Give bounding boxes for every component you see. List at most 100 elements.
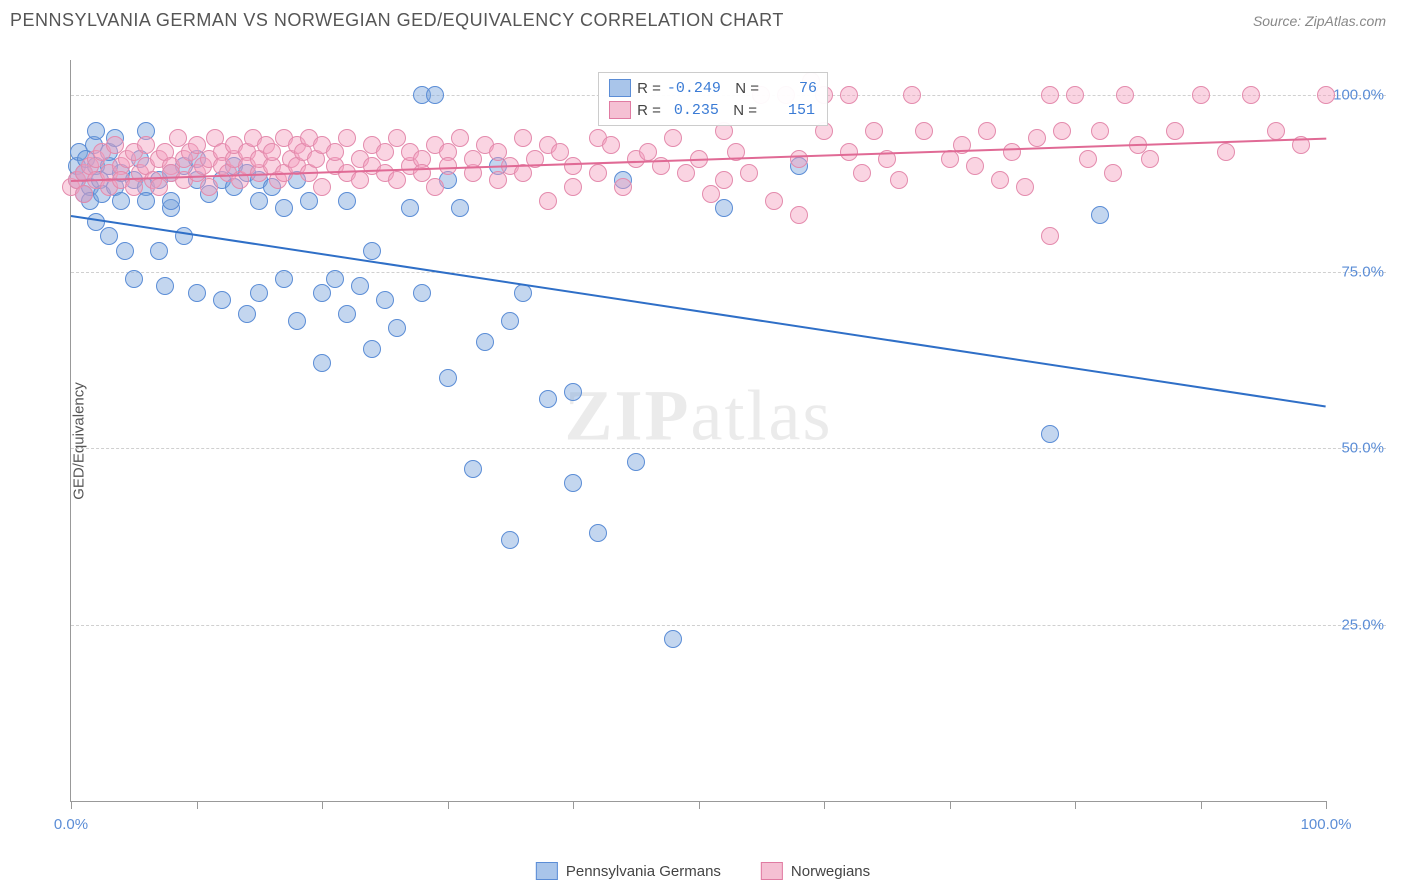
data-point — [464, 460, 482, 478]
data-point — [451, 129, 469, 147]
correlation-legend: R = -0.249 N = 76R = 0.235 N = 151 — [598, 72, 828, 126]
data-point — [1267, 122, 1285, 140]
data-point — [627, 453, 645, 471]
data-point — [116, 242, 134, 260]
chart-header: PENNSYLVANIA GERMAN VS NORWEGIAN GED/EQU… — [0, 0, 1406, 36]
data-point — [539, 192, 557, 210]
data-point — [275, 270, 293, 288]
data-point — [514, 129, 532, 147]
data-point — [589, 524, 607, 542]
legend-swatch — [761, 862, 783, 880]
data-point — [840, 143, 858, 161]
data-point — [263, 143, 281, 161]
data-point — [564, 157, 582, 175]
data-point — [476, 333, 494, 351]
data-point — [715, 171, 733, 189]
data-point — [903, 86, 921, 104]
data-point — [426, 178, 444, 196]
data-point — [326, 270, 344, 288]
data-point — [740, 164, 758, 182]
data-point — [1317, 86, 1335, 104]
data-point — [865, 122, 883, 140]
data-point — [1242, 86, 1260, 104]
chart-container: GED/Equivalency ZIPatlas R = -0.249 N = … — [50, 50, 1386, 832]
legend-r-label: R = — [637, 102, 661, 119]
data-point — [664, 630, 682, 648]
data-point — [853, 164, 871, 182]
data-point — [112, 192, 130, 210]
chart-source: Source: ZipAtlas.com — [1253, 13, 1386, 29]
data-point — [1141, 150, 1159, 168]
data-point — [1003, 143, 1021, 161]
data-point — [1217, 143, 1235, 161]
data-point — [401, 199, 419, 217]
data-point — [1066, 86, 1084, 104]
data-point — [326, 143, 344, 161]
data-point — [300, 192, 318, 210]
x-tick — [573, 801, 574, 809]
chart-title: PENNSYLVANIA GERMAN VS NORWEGIAN GED/EQU… — [10, 10, 784, 31]
data-point — [388, 171, 406, 189]
data-point — [1028, 129, 1046, 147]
data-point — [162, 192, 180, 210]
y-tick-label: 25.0% — [1341, 616, 1384, 633]
y-tick-label: 50.0% — [1341, 440, 1384, 457]
legend-n-value: 151 — [763, 102, 815, 119]
data-point — [288, 312, 306, 330]
data-point — [1041, 425, 1059, 443]
gridline — [71, 625, 1386, 626]
x-tick — [1075, 801, 1076, 809]
x-tick — [824, 801, 825, 809]
data-point — [87, 122, 105, 140]
data-point — [1041, 86, 1059, 104]
data-point — [1166, 122, 1184, 140]
legend-r-value: -0.249 — [667, 80, 721, 97]
data-point — [376, 143, 394, 161]
watermark: ZIPatlas — [565, 374, 833, 457]
x-tick — [1326, 801, 1327, 809]
legend-n-label: N = — [725, 102, 757, 119]
legend-r-label: R = — [637, 80, 661, 97]
data-point — [1079, 150, 1097, 168]
data-point — [313, 354, 331, 372]
data-point — [238, 305, 256, 323]
data-point — [664, 129, 682, 147]
data-point — [451, 199, 469, 217]
data-point — [338, 305, 356, 323]
data-point — [351, 277, 369, 295]
x-tick-label: 0.0% — [54, 816, 88, 833]
data-point — [125, 270, 143, 288]
data-point — [602, 136, 620, 154]
data-point — [890, 171, 908, 189]
gridline — [71, 448, 1386, 449]
legend-swatch — [609, 79, 631, 97]
x-tick — [322, 801, 323, 809]
x-tick — [448, 801, 449, 809]
legend-swatch — [609, 101, 631, 119]
trend-line — [71, 215, 1326, 408]
data-point — [150, 178, 168, 196]
data-point — [702, 185, 720, 203]
data-point — [840, 86, 858, 104]
plot-area: ZIPatlas R = -0.249 N = 76R = 0.235 N = … — [70, 60, 1326, 802]
x-tick — [950, 801, 951, 809]
data-point — [200, 178, 218, 196]
data-point — [589, 164, 607, 182]
data-point — [351, 171, 369, 189]
legend-label: Norwegians — [791, 863, 870, 880]
legend-item: Norwegians — [761, 862, 870, 880]
data-point — [275, 199, 293, 217]
data-point — [464, 150, 482, 168]
data-point — [338, 192, 356, 210]
data-point — [539, 390, 557, 408]
data-point — [338, 129, 356, 147]
legend-row: R = -0.249 N = 76 — [609, 77, 817, 99]
data-point — [1041, 227, 1059, 245]
data-point — [188, 284, 206, 302]
data-point — [564, 474, 582, 492]
legend-label: Pennsylvania Germans — [566, 863, 721, 880]
series-legend: Pennsylvania Germans Norwegians — [536, 862, 870, 880]
data-point — [715, 199, 733, 217]
x-tick — [71, 801, 72, 809]
data-point — [213, 291, 231, 309]
